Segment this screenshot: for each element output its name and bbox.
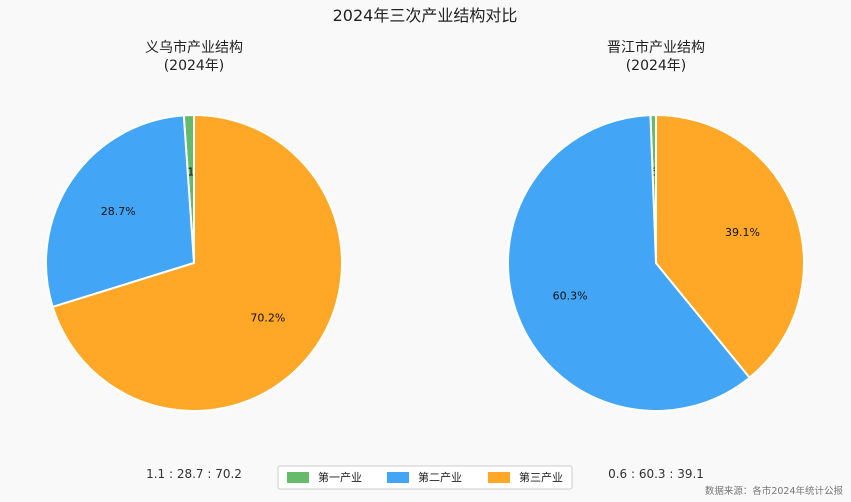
ratio-text-jinjiang: 0.6 : 60.3 : 39.1 (608, 467, 704, 481)
legend-box (277, 465, 573, 490)
pie-slice-jinjiang-tertiary (655, 113, 805, 380)
pie-chart-jinjiang: 晋江市产业结构 (2024年) 0.6%60.3%39.1% 0.6 : 60.… (507, 39, 805, 481)
pie-slice-jinjiang-secondary (507, 114, 752, 412)
pie-label-yiwu-secondary: 28.7% (101, 205, 136, 218)
pie-title-jinjiang: 晋江市产业结构 (607, 39, 705, 56)
pie-slices-yiwu: 1.1%28.7%70.2% (45, 113, 343, 412)
legend-label-tertiary: 第三产业 (519, 470, 563, 484)
source-note: 数据来源：各市2024年统计公报 (705, 485, 844, 497)
legend-swatch-primary (287, 472, 309, 483)
pie-slice-yiwu-secondary (45, 114, 196, 309)
pie-label-jinjiang-tertiary: 39.1% (725, 226, 760, 239)
pie-slices-jinjiang: 0.6%60.3%39.1% (507, 113, 805, 412)
legend: 第一产业 第二产业 第三产业 (277, 465, 573, 490)
pie-title-yiwu: 义乌市产业结构 (145, 39, 243, 56)
pie-chart-yiwu: 义乌市产业结构 (2024年) 1.1%28.7%70.2% 1.1 : 28.… (45, 39, 343, 481)
pie-label-yiwu-tertiary: 70.2% (250, 311, 285, 324)
legend-swatch-secondary (387, 472, 409, 483)
pie-label-jinjiang-secondary: 60.3% (553, 289, 588, 302)
pie-subtitle-jinjiang: (2024年) (626, 58, 687, 74)
legend-label-primary: 第一产业 (318, 470, 362, 484)
pie-subtitle-yiwu: (2024年) (164, 58, 225, 74)
legend-swatch-tertiary (488, 472, 510, 483)
chart-title: 2024年三次产业结构对比 (333, 6, 518, 25)
ratio-text-yiwu: 1.1 : 28.7 : 70.2 (146, 467, 242, 481)
pie-slice-yiwu-tertiary (51, 113, 343, 412)
legend-label-secondary: 第二产业 (418, 470, 462, 484)
